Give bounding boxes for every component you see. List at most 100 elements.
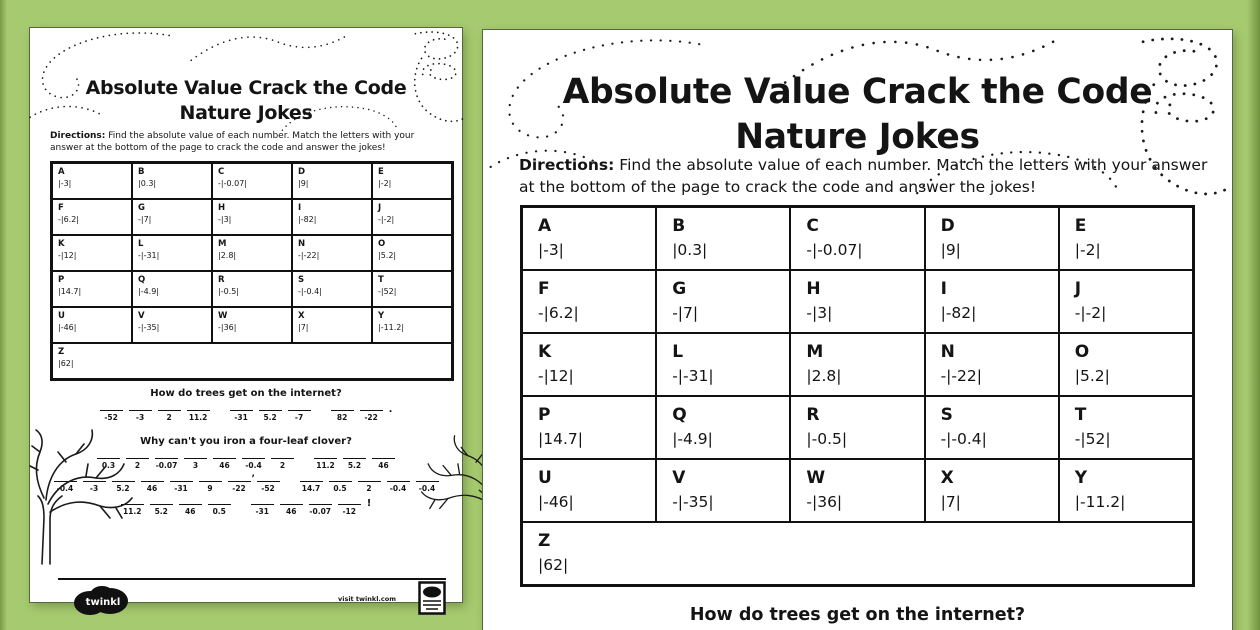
code-letter: T <box>378 275 384 285</box>
worksheet-title: Absolute Value Crack the Code Nature Jok… <box>483 70 1232 160</box>
blank-value: -31 <box>234 413 248 422</box>
blank-line <box>372 458 395 459</box>
answer-blank: ’ -52 <box>252 474 280 493</box>
blank-value: -52 <box>104 413 118 422</box>
code-letter: X <box>940 468 954 488</box>
code-letter: D <box>298 167 306 177</box>
blank-value: -0.07 <box>155 461 178 470</box>
code-letter: M <box>218 239 227 249</box>
answer-blank: 2 <box>357 481 381 493</box>
code-cell-T: T -|52| <box>372 271 452 307</box>
code-cell-F: F -|6.2| <box>52 199 132 235</box>
blank-value: -31 <box>174 484 188 493</box>
worksheet-title: Absolute Value Crack the Code Nature Jok… <box>30 76 462 125</box>
answer-blank: 46 <box>279 504 303 516</box>
blank-line <box>128 410 152 411</box>
code-cell-X: X |7| <box>924 459 1059 522</box>
answer-blank: 5.2 <box>258 410 282 422</box>
twinkl-logo-icon: twinkl <box>74 586 128 615</box>
code-letter: W <box>218 311 228 321</box>
code-letter: U <box>58 311 65 321</box>
apostrophe-mark: ’ <box>251 474 255 484</box>
blank-line <box>82 481 106 482</box>
code-letter: W <box>806 468 826 488</box>
code-cell-W: W -|36| <box>790 459 925 522</box>
blank-line <box>229 410 253 411</box>
blank-value: -22 <box>232 484 246 493</box>
code-expression: -|52| <box>378 287 397 296</box>
code-expression: |2.8| <box>806 367 842 385</box>
joke-question: How do trees get on the internet? <box>150 388 342 399</box>
answer-blank: 11.2 <box>186 410 210 422</box>
code-letter: V <box>138 311 145 321</box>
answer-blank: 5.2 <box>343 458 366 470</box>
blank-value: 2 <box>134 461 141 470</box>
answer-blank: -22 <box>227 481 251 493</box>
blank-value: -0.4 <box>245 461 262 470</box>
code-cell-Y: Y |-11.2| <box>1058 459 1193 522</box>
code-letter: I <box>298 203 302 213</box>
worksheet-page-full-preview: Absolute Value Crack the Code Nature Jok… <box>29 28 507 615</box>
blank-line <box>386 481 410 482</box>
code-cell-E: E |-2| <box>372 163 452 199</box>
visit-link-text: visit twinkl.com <box>337 595 396 603</box>
blank-line <box>330 410 354 411</box>
blank-line <box>328 481 352 482</box>
blank-line <box>120 504 144 505</box>
code-letter: Y <box>378 311 385 321</box>
joke-question: How do trees get on the internet? <box>689 605 1026 625</box>
blank-line <box>357 481 381 482</box>
code-expression: |2.8| <box>218 251 237 260</box>
code-letter: Y <box>1074 468 1088 488</box>
worksheet-title-line2: Nature Jokes <box>735 116 980 157</box>
code-letter: N <box>298 239 306 249</box>
code-cell-V: V -|-35| <box>656 459 791 522</box>
blank-value: 5.2 <box>347 461 362 470</box>
code-expression: -|-0.07| <box>806 241 863 259</box>
code-expression: -|-31| <box>672 367 714 385</box>
blank-value: 5.2 <box>263 413 277 422</box>
answer-blank: 46 <box>213 458 236 470</box>
code-expression: -|-2| <box>1074 304 1107 322</box>
jokes-section: How do trees get on the internet? -52 -3 2 1… <box>30 388 462 516</box>
blank-value: -3 <box>89 484 99 493</box>
code-cell-E: E |-2| <box>1058 207 1193 270</box>
code-expression: |-46| <box>538 493 574 511</box>
code-cell-H: H -|3| <box>790 270 925 333</box>
code-expression: |-82| <box>940 304 977 322</box>
code-letter: M <box>806 342 824 362</box>
code-cell-D: D |9| <box>924 207 1059 270</box>
blank-line <box>343 458 366 459</box>
blank-value: -0.4 <box>389 484 407 493</box>
code-table: A |-3| B |0.3| C -|-0.07| D |9| E |-2| F -|6.2| G -|7… <box>50 161 454 381</box>
code-cell-P: P |14.7| <box>522 396 657 459</box>
answer-blank: 2 <box>157 410 181 422</box>
code-letter: D <box>940 216 955 236</box>
code-expression: -|-35| <box>138 323 160 332</box>
answer-blank: -0.4 <box>242 458 265 470</box>
blank-value: 11.2 <box>188 413 208 422</box>
blank-line <box>198 481 222 482</box>
code-expression: -|-0.07| <box>218 179 247 188</box>
answer-blank: -0.07 <box>155 458 178 470</box>
answer-blank-row: -0.4 -3 5.2 46 -31 9 -22 ’ -52 14.7 0.5 2 -0.4 -0.4 <box>53 474 439 493</box>
code-letter: H <box>218 203 226 213</box>
answer-blank-row: 0.3 2 -0.07 3 46 -0.4 2 11.2 5.2 46 <box>97 458 395 470</box>
code-expression: -|12| <box>538 367 574 385</box>
code-cell-O: O |5.2| <box>372 235 452 271</box>
code-expression: |-82| <box>298 215 317 224</box>
code-expression: |7| <box>940 493 961 511</box>
blank-value: -7 <box>294 413 304 422</box>
code-expression: -|-0.4| <box>298 287 322 296</box>
code-cell-I: I |-82| <box>292 199 372 235</box>
worksheet-title-line1: Absolute Value Crack the Code <box>85 77 407 99</box>
code-cell-A: A |-3| <box>52 163 132 199</box>
joke-question: Why can't you iron a four-leaf clover? <box>140 436 352 447</box>
code-expression: -|-22| <box>298 251 320 260</box>
code-cell-O: O |5.2| <box>1058 333 1193 396</box>
code-expression: |-46| <box>58 323 77 332</box>
blank-line <box>97 458 120 459</box>
code-expression: |-3| <box>538 241 564 259</box>
code-letter: E <box>1074 216 1087 236</box>
answer-blank: -31 <box>169 481 193 493</box>
